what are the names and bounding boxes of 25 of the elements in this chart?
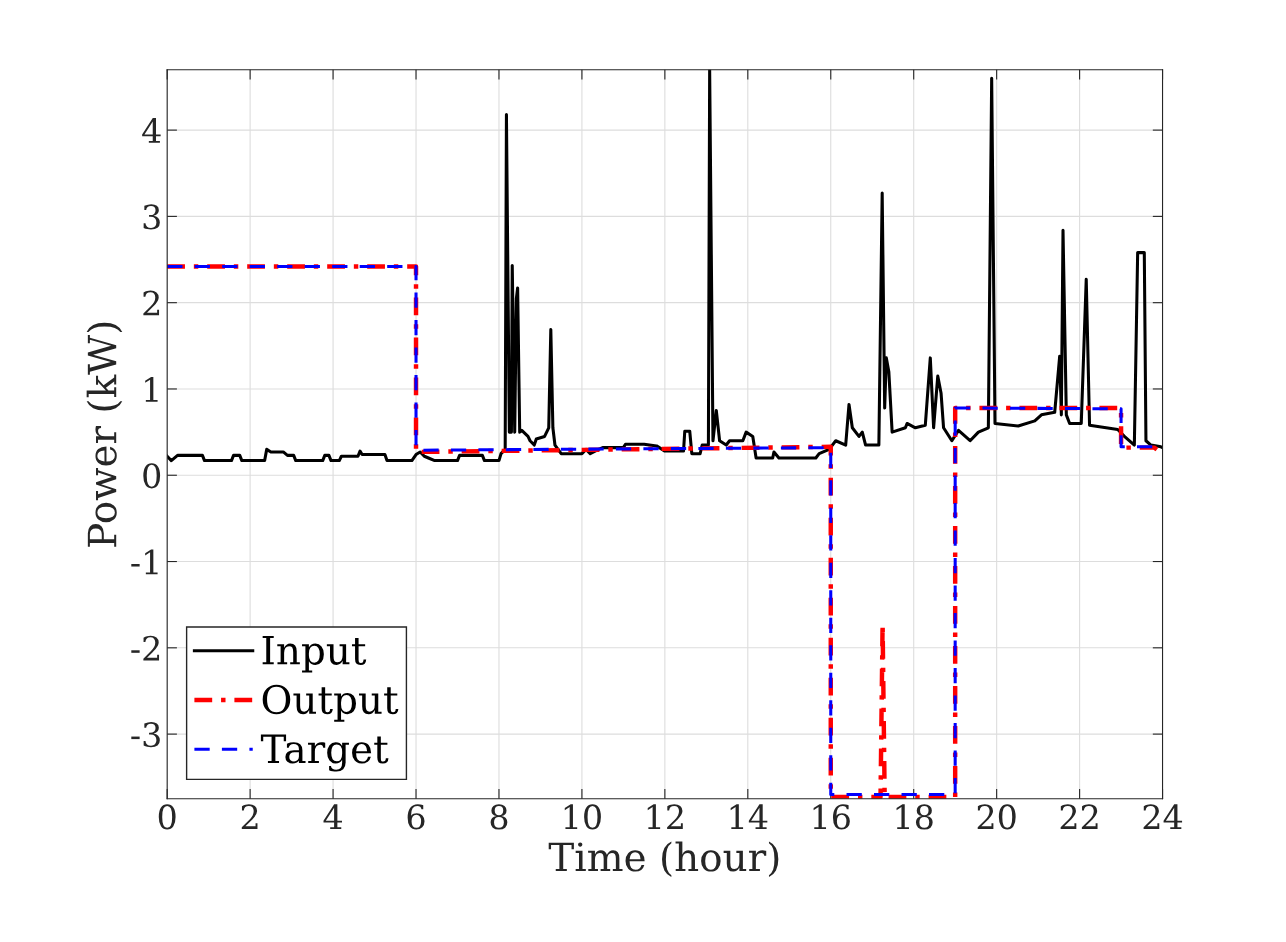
x-tick-label: 24 — [1143, 804, 1183, 830]
y-tick-label: 1 — [145, 376, 158, 402]
legend-label: Output — [262, 684, 399, 722]
y-tick-label: 0 — [143, 463, 161, 489]
x-tick-label: 18 — [896, 804, 933, 830]
x-tick-label: 16 — [813, 804, 850, 830]
y-tick-label: 2 — [143, 290, 160, 316]
y-tick-label: -2 — [131, 635, 160, 661]
x-axis-title: Time (hour) — [548, 841, 779, 878]
x-tick-label: 14 — [730, 804, 768, 830]
x-tick-label: 4 — [323, 804, 342, 830]
x-tick-label: 22 — [1060, 804, 1098, 830]
legend-label: Input — [262, 635, 367, 673]
x-tick-label: 2 — [241, 804, 258, 830]
y-tick-label: 3 — [143, 204, 160, 230]
y-tick-label: -3 — [131, 722, 160, 748]
x-tick-label: 6 — [407, 804, 425, 830]
y-tick-label: 4 — [142, 118, 161, 143]
x-tick-label: 20 — [977, 804, 1016, 830]
x-tick-label: 8 — [490, 804, 508, 830]
y-axis-title: Power (kW) — [86, 322, 123, 547]
legend-label: Target — [260, 734, 389, 772]
x-tick-label: 12 — [647, 804, 683, 830]
x-tick-label: 10 — [564, 804, 601, 830]
y-tick-label: -1 — [131, 549, 158, 575]
